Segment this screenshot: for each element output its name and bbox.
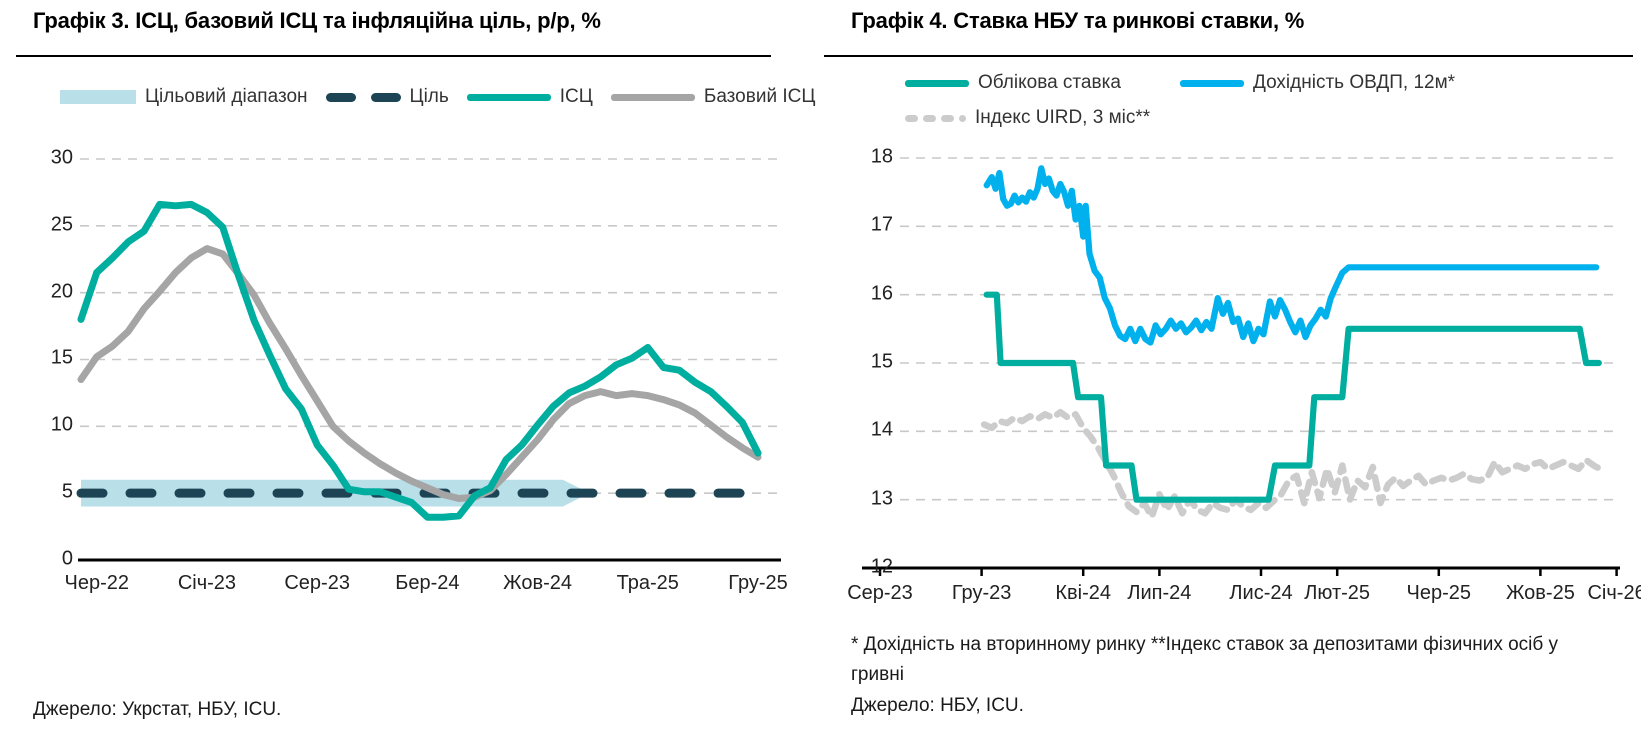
uird-line-swatch [905,114,966,122]
target-line-swatch [325,92,401,102]
ovdp-line [983,165,1600,346]
x-tick-label: Жов-24 [503,572,573,594]
key-rate-legend-label: Облікова ставка [978,72,1121,93]
core-cpi-legend-label: Базовий ІСЦ [703,86,816,107]
key-rate-line [983,291,1602,503]
key-rate-line-swatch [905,79,969,87]
y-tick-label: 25 [50,213,73,236]
chart3-title-rule [16,55,771,57]
y-tick-label: 14 [870,418,893,441]
cpi-line [77,200,762,521]
cpi-legend-label: ІСЦ [559,86,593,107]
y-tick-label: 18 [870,145,893,168]
uird-legend-label: Індекс UIRD, 3 міс** [975,107,1151,128]
target-band-swatch [60,90,136,104]
x-tick-label: Гру-23 [951,582,1012,604]
x-tick-label: Лют-25 [1304,582,1371,604]
y-tick-label: 16 [870,282,893,305]
uird-dash-icon [923,114,936,122]
chart4-title-rule [824,55,1633,57]
x-tick-label: Лис-24 [1229,582,1293,604]
x-tick-label: Жов-25 [1505,582,1575,604]
y-tick-label: 20 [50,280,73,303]
x-tick-label: Січ-23 [177,572,237,594]
ovdp-legend-label: Дохідність ОВДП, 12м* [1253,72,1456,93]
chart3-plot [76,158,781,562]
cpi-line-swatch [466,93,551,101]
target-dash-icon [325,92,356,102]
uird-dash-icon [905,114,918,122]
chart4-legend-key-rate: Облікова ставка [905,72,1121,93]
x-tick-label: Січ-26 [1587,582,1641,604]
chart3-title: Графік 3. ІСЦ, базовий ІСЦ та інфляційна… [33,8,601,33]
chart4-legend-uird: Індекс UIRD, 3 міс** [905,107,1151,128]
core-cpi-line [77,245,762,502]
chart4-axis-ticks [878,568,1618,576]
chart4-footnote: * Дохідність на вторинному ринку **Індек… [851,634,1559,685]
y-tick-label: 17 [870,213,893,236]
chart3-legend: Цільовий діапазон Ціль ІСЦ Базовий ІСЦ [60,86,816,107]
y-tick-label: 13 [870,487,893,510]
chart4-source: Джерело: НБУ, ICU. [851,695,1024,716]
target-line-legend-label: Ціль [409,86,449,107]
chart3-source: Джерело: Укрстат, НБУ, ICU. [33,699,282,720]
y-tick-label: 30 [50,146,73,169]
y-tick-label: 15 [50,346,73,369]
x-tick-label: Чер-22 [64,572,129,594]
y-tick-label: 12 [870,555,893,578]
x-tick-label: Сер-23 [847,582,913,604]
y-tick-label: 10 [50,413,73,436]
chart4-legend-ovdp: Дохідність ОВДП, 12м* [1180,72,1456,93]
x-tick-label: Чер-25 [1406,582,1472,604]
target-band-legend-label: Цільовий діапазон [145,86,308,107]
y-tick-label: 0 [61,547,73,570]
x-tick-label: Сер-23 [284,572,350,594]
uird-dash-icon [941,114,954,122]
chart4-title: Графік 4. Ставка НБУ та ринкові ставки, … [851,8,1305,33]
x-tick-label: Бер-24 [395,572,460,594]
uird-dash-icon [959,114,966,122]
core-cpi-line-swatch [610,93,695,101]
uird-line [980,408,1604,521]
x-tick-label: Гру-25 [728,572,788,594]
y-tick-label: 5 [61,480,73,503]
chart4-plot [862,157,1620,576]
x-tick-label: Тра-25 [616,572,679,594]
y-tick-label: 15 [870,350,893,373]
target-dash-icon [370,92,401,102]
x-tick-label: Кві-24 [1055,582,1111,604]
ovdp-line-swatch [1180,79,1244,87]
chart3-gridlines [80,158,781,494]
x-tick-label: Лип-24 [1127,582,1192,604]
